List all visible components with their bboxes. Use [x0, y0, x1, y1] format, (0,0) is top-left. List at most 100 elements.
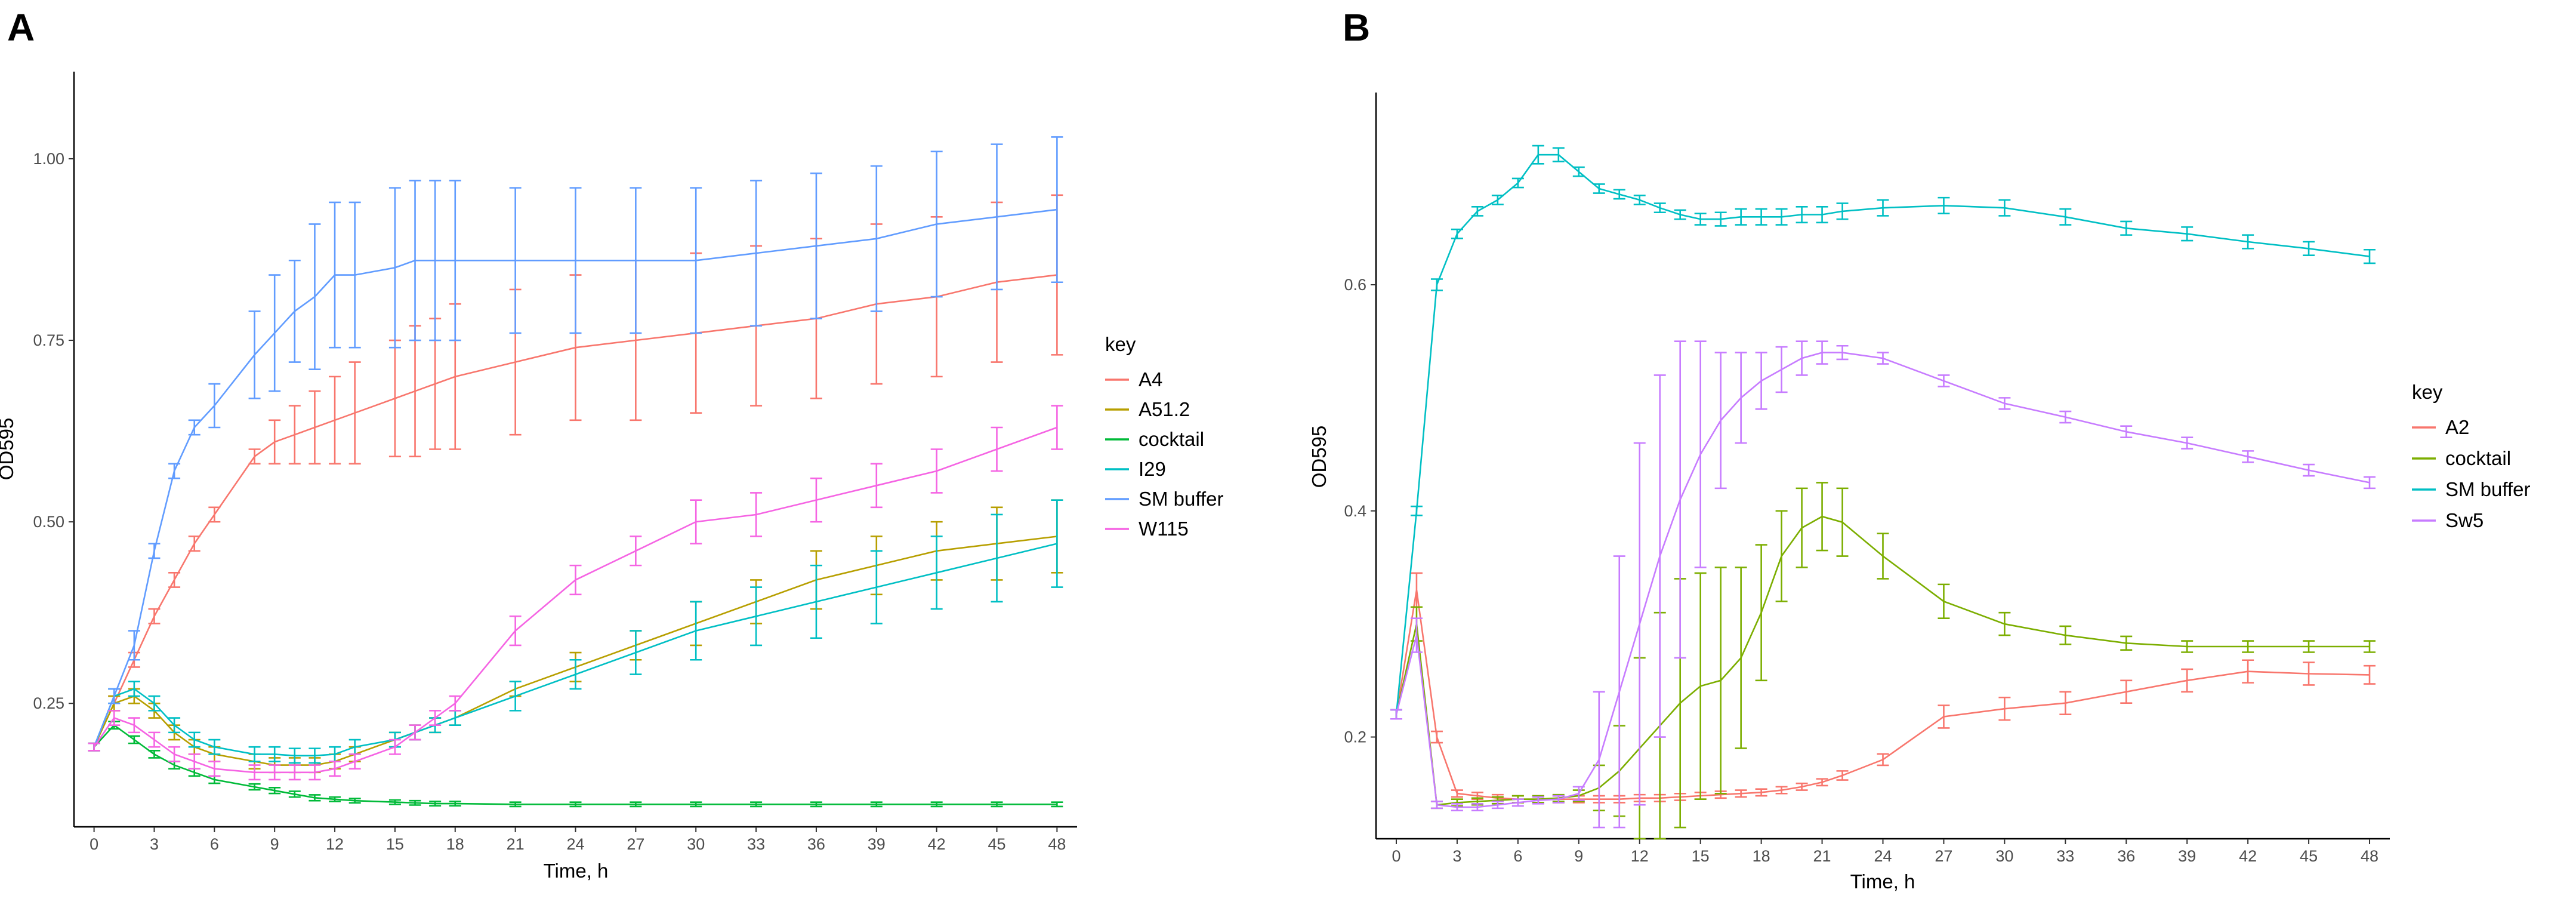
panel-a-error-bar: [509, 681, 522, 712]
panel-a-error-bar: [750, 180, 763, 327]
panel-b-error-bar: [2181, 436, 2194, 450]
panel-a-error-bar: [188, 731, 200, 748]
panel-a-legend-title: key: [1105, 333, 1136, 355]
panel-a-error-bar: [348, 753, 361, 770]
panel-b-error-bar: [2059, 691, 2072, 715]
panel-a-error-bar: [288, 790, 301, 798]
panel-b-x-tick-label: 21: [1813, 847, 1831, 865]
panel-b-error-bar: [2364, 640, 2376, 653]
panel-b-error-bar: [1410, 617, 1423, 653]
panel-b-error-bar: [1430, 730, 1443, 744]
panel-b-error-bar: [1836, 202, 1849, 220]
panel-a-error-bar: [409, 724, 421, 741]
panel-a-error-bar: [288, 747, 301, 764]
panel-b-series-a2: [1390, 572, 2376, 804]
panel-b-y-tick-label: 0.2: [1344, 728, 1366, 746]
panel-a-error-bar: [810, 564, 822, 639]
panel-a-error-bar: [930, 801, 943, 808]
panel-a-error-bar: [269, 419, 281, 465]
panel-a-x-tick-label: 42: [928, 835, 946, 853]
panel-b-error-bar: [1998, 199, 2011, 217]
panel-b-error-bar: [1593, 183, 1605, 194]
panel-a-x-tick-label: 30: [687, 835, 705, 853]
panel-a-error-bar: [1051, 801, 1063, 808]
panel-a-y-tick-label: 0.50: [33, 513, 64, 531]
panel-a-error-bar: [269, 764, 281, 781]
panel-b-error-bar: [1735, 789, 1747, 798]
panel-b-error-bar: [1511, 177, 1524, 189]
panel-b-error-bar: [1755, 544, 1767, 682]
panel-b-series-line: [1395, 515, 2370, 806]
panel-a-error-bar: [348, 201, 361, 349]
panel-a-error-bar: [288, 405, 301, 465]
panel-b-x-tick-label: 6: [1513, 847, 1522, 865]
panel-a-error-bar: [690, 187, 702, 334]
panel-a-error-bar: [870, 165, 883, 312]
panel-a-error-bar: [168, 463, 181, 479]
panel-a-error-bar: [288, 259, 301, 363]
panel-b-x-axis-title: Time, h: [1850, 870, 1915, 893]
panel-a-error-bar: [248, 448, 261, 465]
panel-b-error-bar: [1735, 208, 1747, 226]
panel-b-error-bar: [1532, 796, 1544, 805]
panel-a-x-tick-label: 18: [446, 835, 464, 853]
panel-b-error-bar: [1572, 166, 1585, 177]
panel-b-error-bar: [1593, 691, 1605, 829]
panel-b-error-bar: [2059, 625, 2072, 645]
panel-b-error-bar: [1836, 770, 1849, 781]
panel-a-x-tick-label: 27: [627, 835, 644, 853]
panel-a-error-bar: [509, 615, 522, 647]
panel-a-error-bar: [449, 180, 461, 341]
panel-b-error-bar: [2120, 425, 2133, 438]
panel-a-legend-label: cocktail: [1139, 428, 1204, 450]
panel-a-error-bar: [329, 201, 341, 349]
panel-a-error-bar: [329, 761, 341, 777]
panel-a-error-bar: [128, 735, 140, 744]
panel-a-error-bar: [509, 187, 522, 334]
panel-b-y-tick-label: 0.6: [1344, 276, 1366, 294]
panel-a-error-bar: [449, 710, 461, 727]
panel-b-error-bar: [2242, 640, 2254, 653]
panel-b-error-bar: [1877, 753, 1889, 767]
panel-a-error-bar: [569, 801, 582, 808]
panel-b-error-bar: [1410, 572, 1423, 608]
panel-b-error-bar: [1816, 340, 1828, 365]
panel-a-error-bar: [930, 536, 943, 610]
panel-a-x-tick-label: 21: [507, 835, 525, 853]
panel-b-error-bar: [1471, 205, 1483, 217]
panel-a-series-w115: [88, 405, 1063, 781]
panel-b-error-bar: [2364, 476, 2376, 490]
panel-a-error-bar: [208, 383, 221, 429]
panel-a-x-tick-label: 36: [807, 835, 825, 853]
panel-b-error-bar: [1755, 788, 1767, 797]
panel-a-error-bar: [388, 187, 401, 349]
panel-a-x-tick-label: 12: [326, 835, 344, 853]
panel-b-error-bar: [1775, 346, 1788, 393]
panel-b-error-bar: [1491, 195, 1504, 205]
panel-a-error-bar: [449, 695, 461, 712]
panel-b-error-bar: [2303, 661, 2315, 686]
panel-b-legend-label: A2: [2445, 416, 2469, 438]
panel-b-x-tick-label: 3: [1452, 847, 1461, 865]
panel-a-error-bar: [269, 787, 281, 795]
panel-a-error-bar: [108, 710, 121, 727]
panel-a-series-i29: [88, 499, 1063, 764]
panel-a-error-bar: [148, 608, 161, 624]
panel-a-series-line: [93, 724, 1057, 805]
panel-b-series-cocktail: [1390, 482, 2376, 840]
panel-b-error-bar: [2181, 640, 2194, 653]
panel-b-series-line: [1395, 352, 2370, 808]
panel-a-error-bar: [870, 463, 883, 509]
panel-b-x-tick-label: 36: [2117, 847, 2135, 865]
panel-a-y-tick-label: 0.25: [33, 694, 64, 712]
panel-a-error-bar: [168, 571, 181, 588]
panel-b-error-bar: [1410, 505, 1423, 516]
panel-b-error-bar: [1430, 801, 1443, 810]
panel-b-error-bar: [1633, 195, 1646, 205]
panel-a-error-bar: [810, 172, 822, 319]
panel-a-error-bar: [1051, 405, 1063, 450]
panel-a-error-bar: [630, 187, 642, 334]
panel-a-error-bar: [288, 764, 301, 781]
panel-b-legend-title: key: [2412, 381, 2443, 403]
panel-a-error-bar: [308, 223, 321, 371]
